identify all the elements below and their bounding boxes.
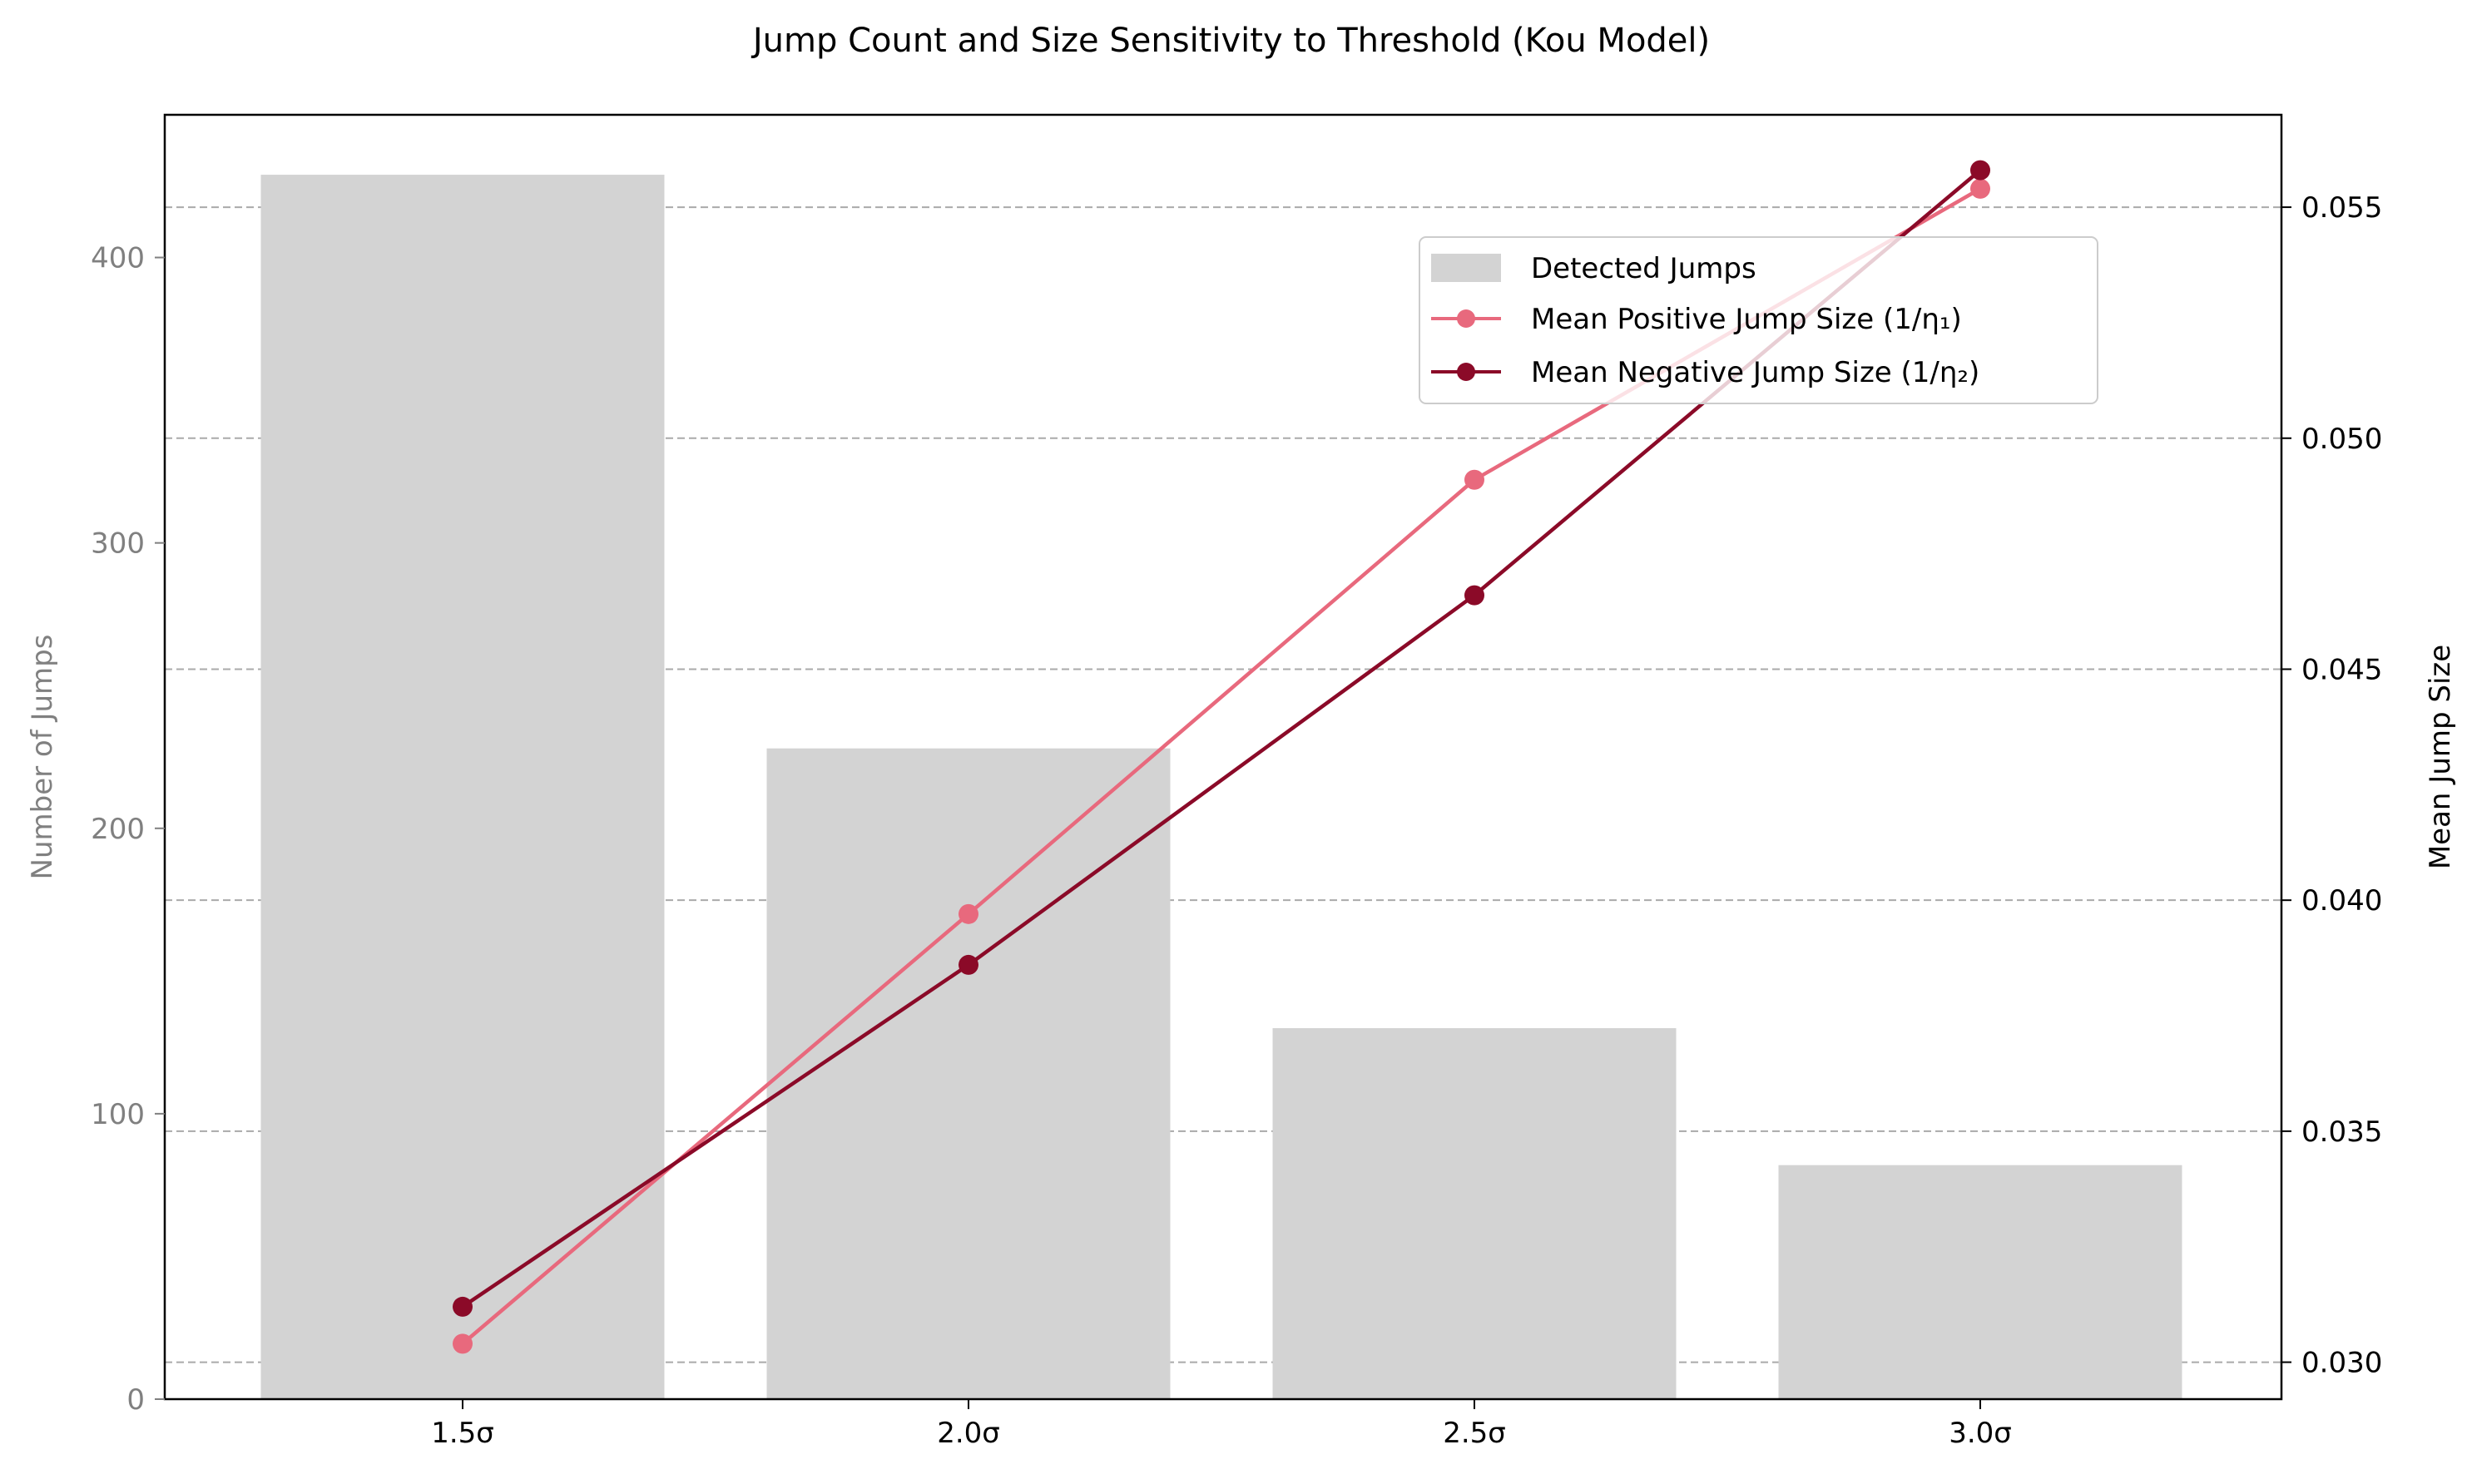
plot-frame — [163, 113, 2283, 1401]
y-axis-left-label: Number of Jumps — [26, 635, 59, 880]
y-right-tick-label: 0.045 — [2301, 653, 2382, 686]
legend: Detected Jumps Mean Positive Jump Size (… — [1419, 236, 2098, 404]
series-point-mean-negative — [1464, 585, 1484, 606]
y-left-tick-label: 200 — [91, 813, 145, 846]
y-right-tick-label: 0.040 — [2301, 884, 2382, 918]
legend-swatch-mean-negative-marker — [1457, 363, 1475, 381]
series-point-mean-positive — [959, 903, 978, 924]
legend-swatch-mean-positive-marker — [1457, 309, 1475, 328]
series-point-mean-negative — [453, 1296, 473, 1317]
series-point-mean-positive — [453, 1333, 473, 1354]
bar-2.5σ — [1272, 1027, 1677, 1399]
y-right-tick-label: 0.050 — [2301, 423, 2382, 456]
y-left-tick-label: 300 — [91, 527, 145, 561]
x-tick-label: 2.5σ — [1443, 1417, 1506, 1450]
y-right-tick-label: 0.035 — [2301, 1115, 2382, 1149]
y-left-tick-label: 100 — [91, 1098, 145, 1131]
legend-frame — [1419, 236, 2098, 404]
y-right-tick-label: 0.030 — [2301, 1347, 2382, 1380]
y-right-tick-label: 0.055 — [2301, 191, 2382, 225]
legend-label-mean-negative: Mean Negative Jump Size (1/η₂) — [1531, 356, 1979, 389]
bar-2.0σ — [766, 748, 1171, 1399]
y-left-tick-label: 0 — [126, 1383, 145, 1417]
series-point-mean-positive — [1970, 178, 1990, 199]
series-point-mean-positive — [1464, 469, 1484, 490]
legend-swatch-detected-jumps — [1431, 254, 1501, 282]
series-point-mean-negative — [959, 954, 978, 975]
y-axis-right-label: Mean Jump Size — [2424, 645, 2457, 869]
bars-layer — [260, 175, 2182, 1399]
x-tick-label: 2.0σ — [937, 1417, 1000, 1450]
series-point-mean-negative — [1970, 160, 1990, 181]
legend-label-detected-jumps: Detected Jumps — [1531, 252, 1756, 285]
y-left-tick-label: 400 — [91, 242, 145, 275]
bar-1.5σ — [260, 175, 665, 1399]
axes-layer: 1.5σ 2.0σ 2.5σ 3.0σ 0 100 200 300 400 0.030 0.035 0… — [91, 113, 2382, 1450]
chart-title: Jump Count and Size Sensitivity to Thres… — [751, 22, 1710, 60]
legend-label-mean-positive: Mean Positive Jump Size (1/η₁) — [1531, 303, 1962, 336]
bar-3.0σ — [1778, 1165, 2182, 1399]
x-tick-label: 1.5σ — [431, 1417, 494, 1450]
x-tick-label: 3.0σ — [1949, 1417, 2012, 1450]
